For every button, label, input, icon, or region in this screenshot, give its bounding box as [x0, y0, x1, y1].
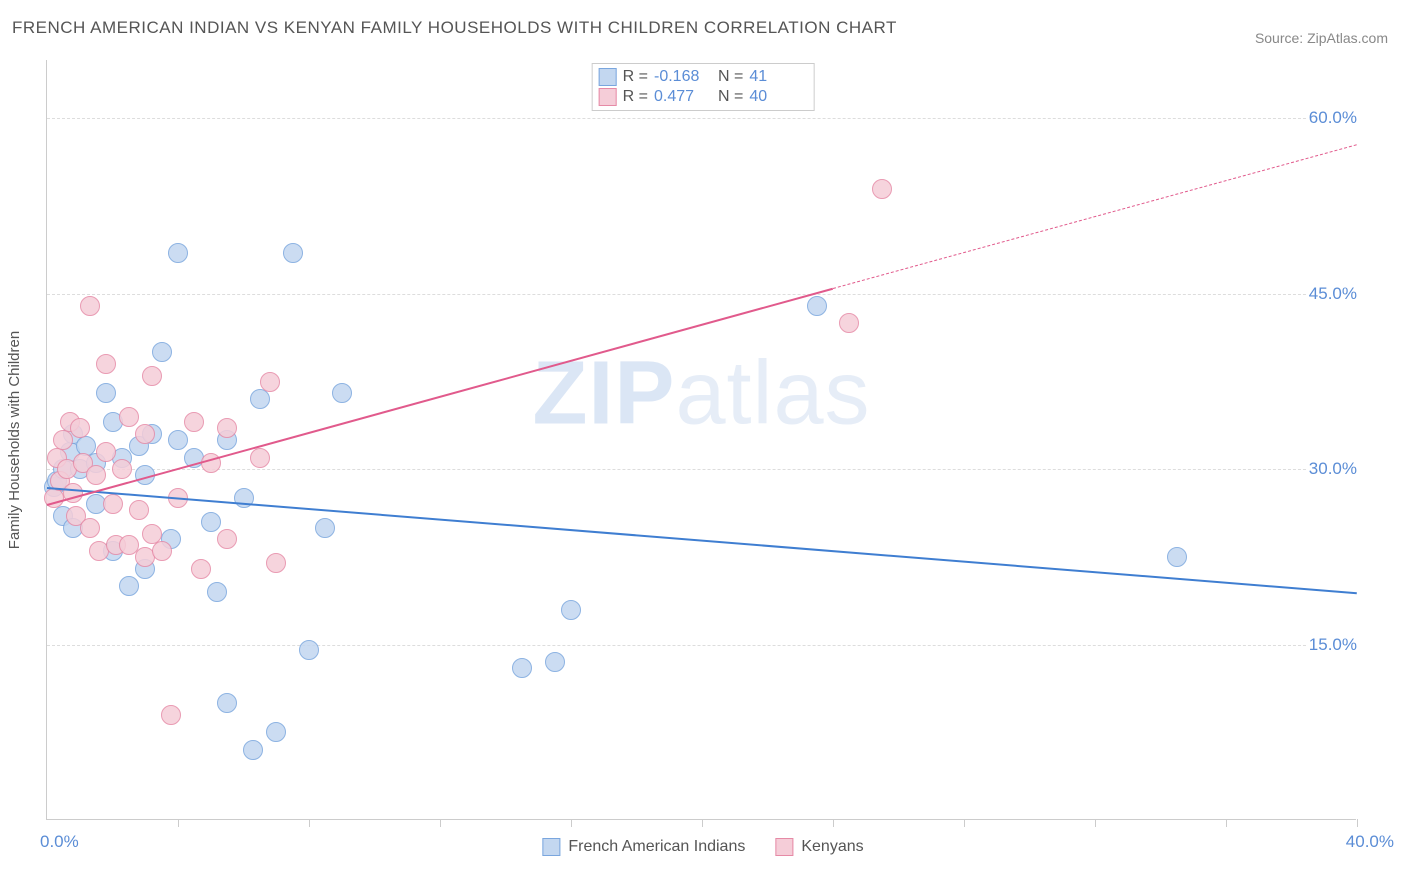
data-point	[96, 442, 116, 462]
y-tick-label: 45.0%	[1307, 284, 1359, 304]
watermark-bold: ZIP	[532, 343, 675, 443]
data-point	[207, 582, 227, 602]
data-point	[96, 354, 116, 374]
n-value-2: 40	[749, 88, 807, 106]
legend-swatch-blue-2	[542, 838, 560, 856]
x-tick	[571, 819, 572, 827]
data-point	[80, 296, 100, 316]
data-point	[119, 576, 139, 596]
n-label-2: N =	[718, 88, 743, 106]
data-point	[243, 740, 263, 760]
data-point	[201, 512, 221, 532]
x-tick	[702, 819, 703, 827]
data-point	[260, 372, 280, 392]
x-tick	[440, 819, 441, 827]
data-point	[135, 424, 155, 444]
data-point	[152, 342, 172, 362]
data-point	[129, 500, 149, 520]
data-point	[217, 693, 237, 713]
x-tick	[833, 819, 834, 827]
gridline	[47, 645, 1356, 646]
series-legend-label-2: Kenyans	[801, 838, 863, 856]
legend-swatch-blue	[599, 68, 617, 86]
data-point	[234, 488, 254, 508]
data-point	[184, 412, 204, 432]
x-tick	[1357, 819, 1358, 827]
data-point	[250, 389, 270, 409]
x-tick	[1095, 819, 1096, 827]
source-link[interactable]: ZipAtlas.com	[1307, 30, 1388, 46]
trend-line	[47, 288, 834, 506]
data-point	[250, 448, 270, 468]
data-point	[191, 559, 211, 579]
r-label-2: R =	[623, 88, 648, 106]
correlation-legend-row-2: R = 0.477 N = 40	[599, 87, 808, 107]
data-point	[332, 383, 352, 403]
gridline	[47, 294, 1356, 295]
data-point	[217, 418, 237, 438]
data-point	[545, 652, 565, 672]
legend-swatch-pink	[599, 88, 617, 106]
data-point	[168, 430, 188, 450]
series-legend-label-1: French American Indians	[568, 838, 745, 856]
correlation-legend-row-1: R = -0.168 N = 41	[599, 67, 808, 87]
data-point	[807, 296, 827, 316]
y-tick-label: 60.0%	[1307, 108, 1359, 128]
source-attribution: Source: ZipAtlas.com	[1255, 30, 1388, 46]
data-point	[70, 418, 90, 438]
gridline	[47, 469, 1356, 470]
x-tick	[964, 819, 965, 827]
legend-swatch-pink-2	[775, 838, 793, 856]
n-label-1: N =	[718, 68, 743, 86]
trend-line	[47, 487, 1357, 594]
gridline	[47, 118, 1356, 119]
x-tick	[178, 819, 179, 827]
data-point	[161, 705, 181, 725]
data-point	[266, 722, 286, 742]
r-label-1: R =	[623, 68, 648, 86]
watermark-rest: atlas	[675, 343, 870, 443]
x-axis-min-label: 0.0%	[40, 832, 79, 852]
data-point	[119, 407, 139, 427]
r-value-2: 0.477	[654, 88, 712, 106]
plot-area: ZIPatlas 15.0% 30.0% 45.0% 60.0%	[46, 60, 1356, 820]
data-point	[142, 366, 162, 386]
data-point	[112, 459, 132, 479]
y-tick-label: 15.0%	[1307, 635, 1359, 655]
data-point	[80, 518, 100, 538]
data-point	[103, 494, 123, 514]
n-value-1: 41	[749, 68, 807, 86]
correlation-legend: R = -0.168 N = 41 R = 0.477 N = 40	[592, 63, 815, 111]
series-legend-item-2: Kenyans	[775, 838, 863, 856]
x-axis-max-label: 40.0%	[1346, 832, 1394, 852]
data-point	[1167, 547, 1187, 567]
data-point	[561, 600, 581, 620]
data-point	[299, 640, 319, 660]
r-value-1: -0.168	[654, 68, 712, 86]
x-tick	[309, 819, 310, 827]
y-tick-label: 30.0%	[1307, 459, 1359, 479]
series-legend-item-1: French American Indians	[542, 838, 745, 856]
chart-container: FRENCH AMERICAN INDIAN VS KENYAN FAMILY …	[0, 0, 1406, 892]
data-point	[315, 518, 335, 538]
data-point	[266, 553, 286, 573]
data-point	[86, 465, 106, 485]
data-point	[168, 243, 188, 263]
data-point	[512, 658, 532, 678]
data-point	[217, 529, 237, 549]
data-point	[283, 243, 303, 263]
chart-title: FRENCH AMERICAN INDIAN VS KENYAN FAMILY …	[12, 18, 897, 38]
trend-line	[833, 144, 1357, 289]
y-axis-title: Family Households with Children	[6, 331, 23, 549]
data-point	[96, 383, 116, 403]
data-point	[872, 179, 892, 199]
series-legend: French American Indians Kenyans	[542, 838, 863, 856]
source-label: Source:	[1255, 30, 1303, 46]
x-tick	[1226, 819, 1227, 827]
data-point	[152, 541, 172, 561]
data-point	[839, 313, 859, 333]
